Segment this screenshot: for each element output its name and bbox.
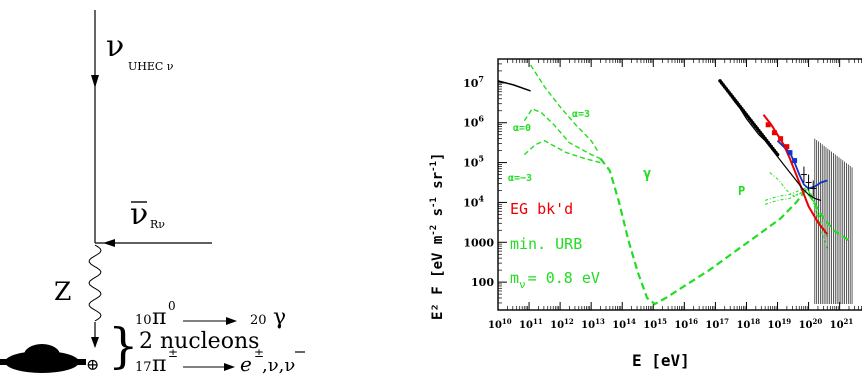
proton-flux-blue-curve [776,140,828,190]
x-tick-label: 1020 [799,317,823,331]
annotation-alpha0: α=0 [513,123,531,134]
arrow-icon [224,363,235,371]
products-rest: ,ν,ν [262,355,295,376]
arrow-icon [103,239,115,247]
x-tick-label: 1015 [643,317,667,331]
chart-curves [497,64,853,306]
gamma-symbol: γ [273,305,286,330]
z-boson-label: Z [54,277,71,306]
y-tick-label: 100 [471,276,494,289]
arrow-icon [91,75,99,88]
cr-data-point [775,152,780,157]
brace-icon: } [108,318,139,374]
x-tick-label: 1014 [612,317,636,331]
y-tick-label: 107 [463,74,484,90]
proton-curve-b [764,186,828,237]
uhec-nu-symbol: ν [106,29,124,64]
pipm-multiplicity: 17 [135,360,152,375]
x-axis-label: E [eV] [632,351,690,370]
photon-alpha3-curve [530,64,598,151]
plot-frame [497,58,862,311]
annotation-alpha3: α=3 [572,109,590,120]
electron-superscript: ± [254,346,264,360]
plot-border [497,58,862,311]
relic-nu-symbol: ν [130,197,148,232]
red-data-point [765,122,771,128]
x-tick-label: 1017 [705,317,729,331]
proton-curve-a [769,172,828,249]
y-tick-label: 105 [463,154,484,170]
x-tick-label: 1016 [674,317,698,331]
pi0-symbol: π [152,305,166,330]
y-tick-label: 106 [463,114,484,130]
pipm-symbol: π [152,352,166,377]
arrow-icon [91,337,99,348]
galaxy-blob-icon [0,344,86,373]
arrow-icon [226,317,237,325]
x-tick-label: 1010 [488,317,512,331]
gamma-multiplicity: 20 [250,313,267,328]
annotation-gamma: γ [643,166,651,182]
annotation-eg-bkd: EG bk'd [510,200,573,218]
spectrum-chart: 1010 1011 1012 1013 1014 1015 1016 1017 1018 1019… [429,58,862,370]
red-data-point [778,136,784,142]
x-tick-label: 1012 [550,317,574,331]
x-tick-label: 1013 [581,317,605,331]
x-tick-label: 1011 [519,317,543,331]
pi0-multiplicity: 10 [135,313,152,328]
photon-alpha0-curve [523,107,601,160]
y-tick-label: 1000 [463,236,494,249]
nucleons-label: 2 nucleons [139,329,259,354]
eg-background-curve [762,114,828,235]
red-data-point [784,144,790,150]
blue-data-point [787,150,793,156]
annotation-p: P [738,184,745,198]
annotation-min-urb: min. URB [510,235,582,253]
axis-tick-labels: 1010 1011 1012 1013 1014 1015 1016 1017 1018 1019… [463,74,853,331]
vertex-symbol: ⊕ [86,355,99,374]
y-axis-label: E² F [eV m-2 s-1 sr-1] [429,153,446,320]
uhec-nu-subscript: UHEC ν [128,60,174,73]
x-tick-label: 1018 [736,317,760,331]
egret-line [497,80,531,92]
x-tick-label: 1019 [768,317,792,331]
blue-data-point [792,158,798,164]
relic-nu-subscript: Rν [150,218,165,231]
annotation-mnu: mν = 0.8 eV [510,269,600,291]
electron-symbol: e [240,352,252,376]
pipm-superscript: ± [168,346,178,360]
axis-ticks [497,59,862,311]
feynman-diagram: ν UHEC ν ν Rν Z ⊕ } 10 π 0 20 γ 2 nucl [0,10,305,377]
wavy-propagator-icon [88,244,102,322]
pi0-superscript: 0 [168,299,176,313]
annotation-alpham3: α=−3 [508,173,532,184]
x-tick-label: 1021 [830,317,854,331]
red-data-point [771,130,777,136]
y-tick-label: 104 [463,193,484,209]
photon-flux-curve [599,157,850,306]
photon-alpham3-curve [523,139,601,164]
